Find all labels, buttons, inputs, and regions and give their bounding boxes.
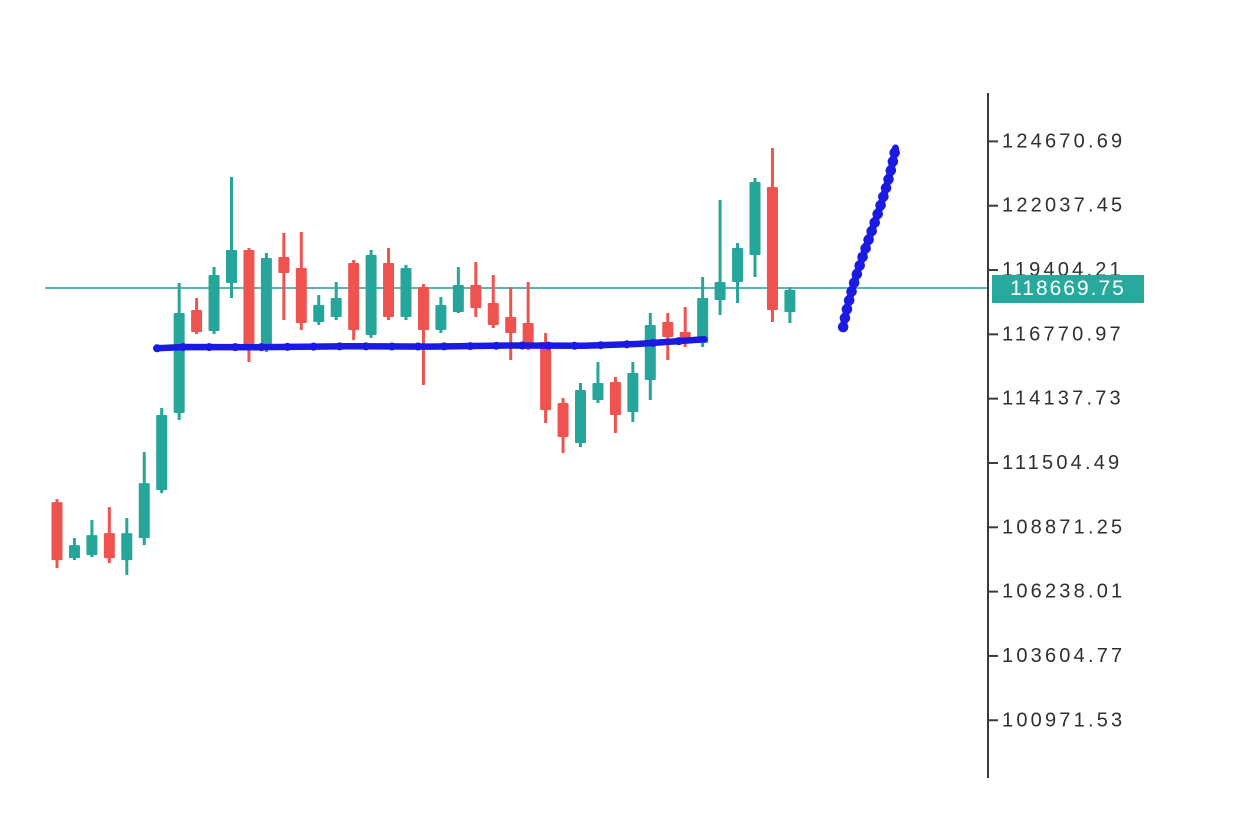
candle-body (435, 305, 447, 331)
candle-body (487, 303, 499, 326)
candle-body (191, 310, 203, 333)
candle-body (138, 483, 150, 539)
candle-body (260, 258, 272, 349)
candle-body (348, 263, 360, 331)
candle-body (470, 285, 482, 309)
candle-body (575, 390, 586, 444)
candle-body (173, 313, 185, 414)
candle-body (644, 325, 656, 381)
candle-body (121, 533, 133, 561)
candle-body (383, 263, 395, 318)
candle-body (278, 257, 290, 274)
candle-body (103, 533, 115, 559)
candle-body (417, 287, 429, 331)
y-axis-tick-label: 114137.73 (1002, 388, 1124, 410)
candle-body (662, 322, 674, 338)
candle-body (522, 323, 534, 346)
candle-body (784, 290, 796, 313)
candle-body (330, 298, 342, 318)
y-axis-tick-label: 103604.77 (1002, 645, 1125, 667)
candle-body (295, 268, 307, 324)
candle-body (540, 342, 552, 411)
candle-body (156, 415, 168, 491)
candle-body (732, 248, 744, 283)
candle-body (400, 268, 412, 318)
y-axis-tick-label: 111504.49 (1002, 452, 1122, 474)
candle-body (51, 502, 63, 561)
support-line-drawing[interactable] (153, 336, 708, 352)
y-axis-tick-label: 122037.45 (1002, 195, 1125, 217)
candle-body (697, 298, 709, 344)
candle-body (208, 275, 220, 332)
candle-body (749, 182, 761, 256)
candle-body (505, 317, 517, 334)
candle-body (313, 305, 325, 323)
candle-body (766, 187, 778, 311)
y-axis-tick-label: 106238.01 (1002, 581, 1125, 603)
candle-body (86, 535, 98, 556)
candle-body (627, 373, 639, 413)
y-axis-tick-label: 124670.69 (1002, 130, 1125, 152)
candle-body (68, 545, 80, 559)
y-axis-tick-label: 108871.25 (1002, 516, 1125, 538)
candle-body (226, 250, 237, 284)
candle-body (592, 383, 604, 401)
candle-body (557, 403, 569, 438)
y-axis-tick-label: 100971.53 (1002, 709, 1125, 731)
y-axis-tick-label: 116770.97 (1002, 323, 1124, 345)
candle-body (714, 282, 726, 301)
candle-body (243, 250, 255, 348)
candle-body (609, 382, 621, 416)
candle-body (452, 285, 464, 313)
current-price-tag: 118669.75 (992, 274, 1144, 303)
trend-arrow-drawing[interactable] (839, 144, 899, 331)
candle-body (365, 255, 377, 336)
